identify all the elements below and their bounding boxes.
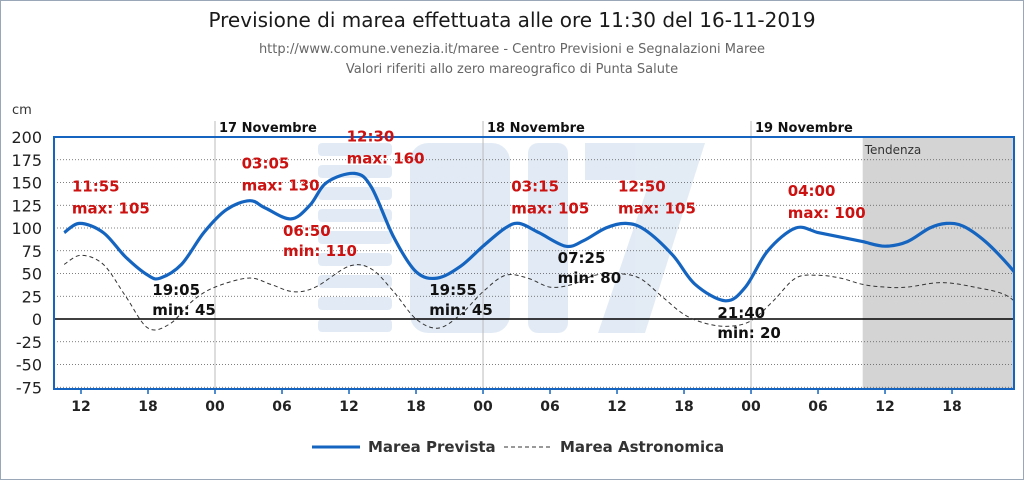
x-tick-label: 18 [942,399,961,415]
x-tick-label: 18 [138,399,157,415]
tendency-label: Tendenza [864,143,922,157]
annotation-time: 12:30 [347,127,395,145]
x-tick-label: 12 [607,399,626,415]
y-tick-label: 175 [11,151,42,170]
y-tick-label: 150 [11,174,42,193]
logo-watermark [318,143,705,333]
annotation-time: 11:55 [72,177,120,195]
annotation-value: min: 45 [429,301,493,319]
y-tick-label: -50 [16,356,42,375]
annotation-value: min: 110 [283,242,357,260]
x-tick-label: 00 [205,399,225,415]
series-line-marea-astronomica [63,254,1014,331]
y-tick-label: 200 [11,128,42,147]
y-tick-label: 25 [22,287,42,306]
y-tick-label: -75 [16,378,42,397]
annotation-value: max: 100 [788,204,866,222]
y-axis-unit: cm [12,103,32,118]
annotation-time: 12:50 [618,177,666,195]
day-label: 19 Novembre [755,121,853,136]
annotation-value: max: 105 [72,199,150,217]
legend: Marea Prevista Marea Astronomica [312,438,724,456]
y-tick-label: 50 [22,265,42,284]
chart-title: Previsione di marea effettuata alle ore … [208,8,816,32]
y-tick-label: 75 [22,242,42,261]
annotation-time: 19:05 [152,281,200,299]
x-tick-label: 12 [339,399,358,415]
annotation-value: max: 105 [511,199,589,217]
x-tick-label: 12 [71,399,90,415]
annotation-time: 06:50 [283,222,331,240]
annotation-time: 07:25 [558,249,606,267]
annotation-value: max: 130 [242,177,320,195]
x-tick-label: 00 [473,399,493,415]
annotation-time: 21:40 [717,304,765,322]
annotation-time: 03:15 [511,177,559,195]
x-tick-label: 18 [674,399,693,415]
y-tick-label: 100 [11,219,42,238]
x-tick-label: 18 [406,399,425,415]
tendency-area [862,137,1014,389]
x-tick-label: 06 [540,399,559,415]
x-tick-label: 06 [272,399,291,415]
day-label: 17 Novembre [219,121,317,136]
x-tick-label: 00 [741,399,761,415]
y-tick-label: -25 [16,333,42,352]
annotation-value: min: 80 [558,269,622,287]
annotation-time: 04:00 [788,182,836,200]
chart-subtitle-reference: Valori riferiti allo zero mareografico d… [345,62,679,77]
x-tick-label: 12 [875,399,894,415]
legend-forecast-label: Marea Prevista [368,438,496,456]
annotation-value: max: 160 [347,149,425,167]
annotation-value: min: 45 [152,301,216,319]
annotation-time: 19:55 [429,281,477,299]
plot-border [53,136,1015,390]
chart-subtitle-url: http://www.comune.venezia.it/maree - Cen… [258,42,766,57]
day-label: 18 Novembre [487,121,585,136]
y-tick-label: 0 [32,310,42,329]
annotation-time: 03:05 [242,155,290,173]
annotation-value: min: 20 [717,324,781,342]
series-line-marea-prevista [63,171,1014,303]
legend-astro-label: Marea Astronomica [560,438,724,456]
x-tick-label: 06 [808,399,827,415]
annotation-value: max: 105 [618,199,696,217]
y-tick-label: 125 [11,196,42,215]
